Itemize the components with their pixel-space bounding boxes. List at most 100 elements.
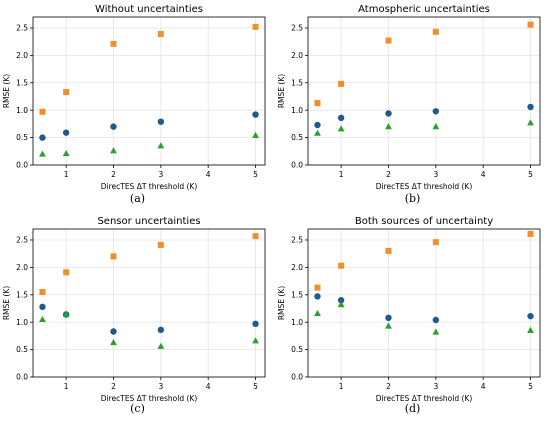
panel-a: 1 2 3 4 5 0.0 0.5 1.0 1.5 2.0 2.5 Without uncertain… [0,0,275,212]
x-tick-label: 2 [111,170,116,179]
circle-marker [385,110,392,117]
triangle-marker [39,150,46,157]
x-tick-label: 1 [64,382,69,391]
triangle-marker [252,131,259,138]
square-marker [157,30,164,37]
triangle-marker [62,310,70,317]
triangle-marker [432,328,440,335]
circle-marker [527,312,534,320]
square-marker [252,23,259,30]
circle-marker [39,303,46,311]
triangle-marker [157,142,165,149]
x-tick-label: 5 [528,170,533,179]
x-tick-label: 2 [111,382,116,391]
x-axis-label: DirecTES ΔT threshold (K) [376,182,473,191]
x-tick-label: 1 [339,170,344,179]
square-marker [39,289,46,296]
y-tick-label: 0.0 [291,373,303,382]
triangle-marker [62,149,70,157]
x-tick-label: 5 [528,382,533,391]
triangle-marker [527,326,534,334]
y-tick-label: 2.0 [16,51,28,60]
chart-without-uncertainties: 1 2 3 4 5 0.0 0.5 1.0 1.5 2.0 2.5 Without uncertain… [2,4,266,191]
square-marker [432,28,439,35]
y-tick-label: 2.0 [16,263,28,272]
x-tick-label: 3 [433,382,438,391]
triangle-marker [39,315,46,323]
square-marker [527,21,534,28]
y-tick-label: 0.0 [16,373,28,382]
square-marker [385,37,392,44]
circle-marker [314,293,321,300]
square-marker [338,80,345,87]
y-axis-label: RMSE (K) [2,74,11,108]
x-tick-label: 4 [481,382,486,391]
y-tick-label: 0.0 [291,161,303,170]
x-tick-label: 2 [386,382,391,391]
circle-marker [385,314,392,321]
circle-marker [252,111,259,118]
panel-b: 1 2 3 4 5 0.0 0.5 1.0 1.5 2.0 2.5 Atmospheric uncer… [275,0,550,212]
triangle-marker [527,119,534,126]
y-tick-label: 1.5 [291,78,303,87]
square-marker [385,247,392,254]
circle-marker [314,121,321,129]
y-tick-label: 1.5 [16,78,28,87]
x-tick-label: 4 [481,170,486,179]
y-tick-label: 2.5 [291,236,303,245]
triangle-marker [385,322,392,329]
y-tick-label: 0.5 [291,345,303,354]
x-tick-label: 4 [206,170,211,179]
triangle-marker [314,129,321,136]
circle-marker [527,103,534,111]
x-tick-label: 2 [386,170,391,179]
y-tick-label: 2.0 [291,51,303,60]
chart-title: Sensor uncertainties [97,216,200,227]
y-tick-label: 0.0 [16,161,28,170]
triangle-marker [432,123,440,130]
circle-marker [157,326,165,334]
circle-marker [110,328,117,335]
y-tick-label: 2.5 [16,24,28,33]
plot-frame [307,228,541,378]
x-tick-label: 5 [253,382,258,391]
square-marker [252,233,259,240]
triangle-marker [157,342,165,349]
circle-marker [62,129,70,136]
y-tick-label: 2.5 [16,236,28,245]
x-tick-label: 1 [339,382,344,391]
y-tick-label: 0.5 [16,133,28,142]
square-marker [527,230,534,237]
x-tick-label: 3 [158,170,163,179]
chart-title: Atmospheric uncertainties [358,4,490,15]
y-tick-label: 1.0 [16,318,28,327]
caption-a: (a) [129,192,146,205]
chart-title: Without uncertainties [95,4,203,15]
x-axis-label: DirecTES ΔT threshold (K) [101,394,198,403]
chart-title: Both sources of uncertainty [355,216,493,227]
y-tick-label: 1.0 [16,106,28,115]
y-tick-label: 1.5 [291,290,303,299]
square-marker [157,241,164,248]
square-marker [314,100,321,107]
y-axis-label: RMSE (K) [277,74,286,108]
panel-d: 1 2 3 4 5 0.0 0.5 1.0 1.5 2.0 2.5 Both sources of u… [275,212,550,424]
circle-marker [432,108,440,115]
x-axis-label: DirecTES ΔT threshold (K) [101,182,198,191]
y-tick-label: 1.0 [291,106,303,115]
y-tick-label: 0.5 [291,133,303,142]
triangle-marker [110,147,117,154]
x-tick-label: 3 [433,170,438,179]
y-axis-label: RMSE (K) [277,286,286,320]
x-axis-label: DirecTES ΔT threshold (K) [376,394,473,403]
y-tick-label: 0.5 [16,345,28,354]
y-tick-label: 2.0 [291,263,303,272]
triangle-marker [110,338,117,346]
x-tick-label: 5 [253,170,258,179]
chart-sensor-uncertainties: 1 2 3 4 5 0.0 0.5 1.0 1.5 2.0 2.5 Sensor uncertaint… [2,216,266,403]
square-marker [338,262,345,269]
circle-marker [432,316,440,324]
circle-marker [337,297,345,304]
square-marker [63,269,70,276]
panel-c: 1 2 3 4 5 0.0 0.5 1.0 1.5 2.0 2.5 Sensor uncertaint… [0,212,275,424]
